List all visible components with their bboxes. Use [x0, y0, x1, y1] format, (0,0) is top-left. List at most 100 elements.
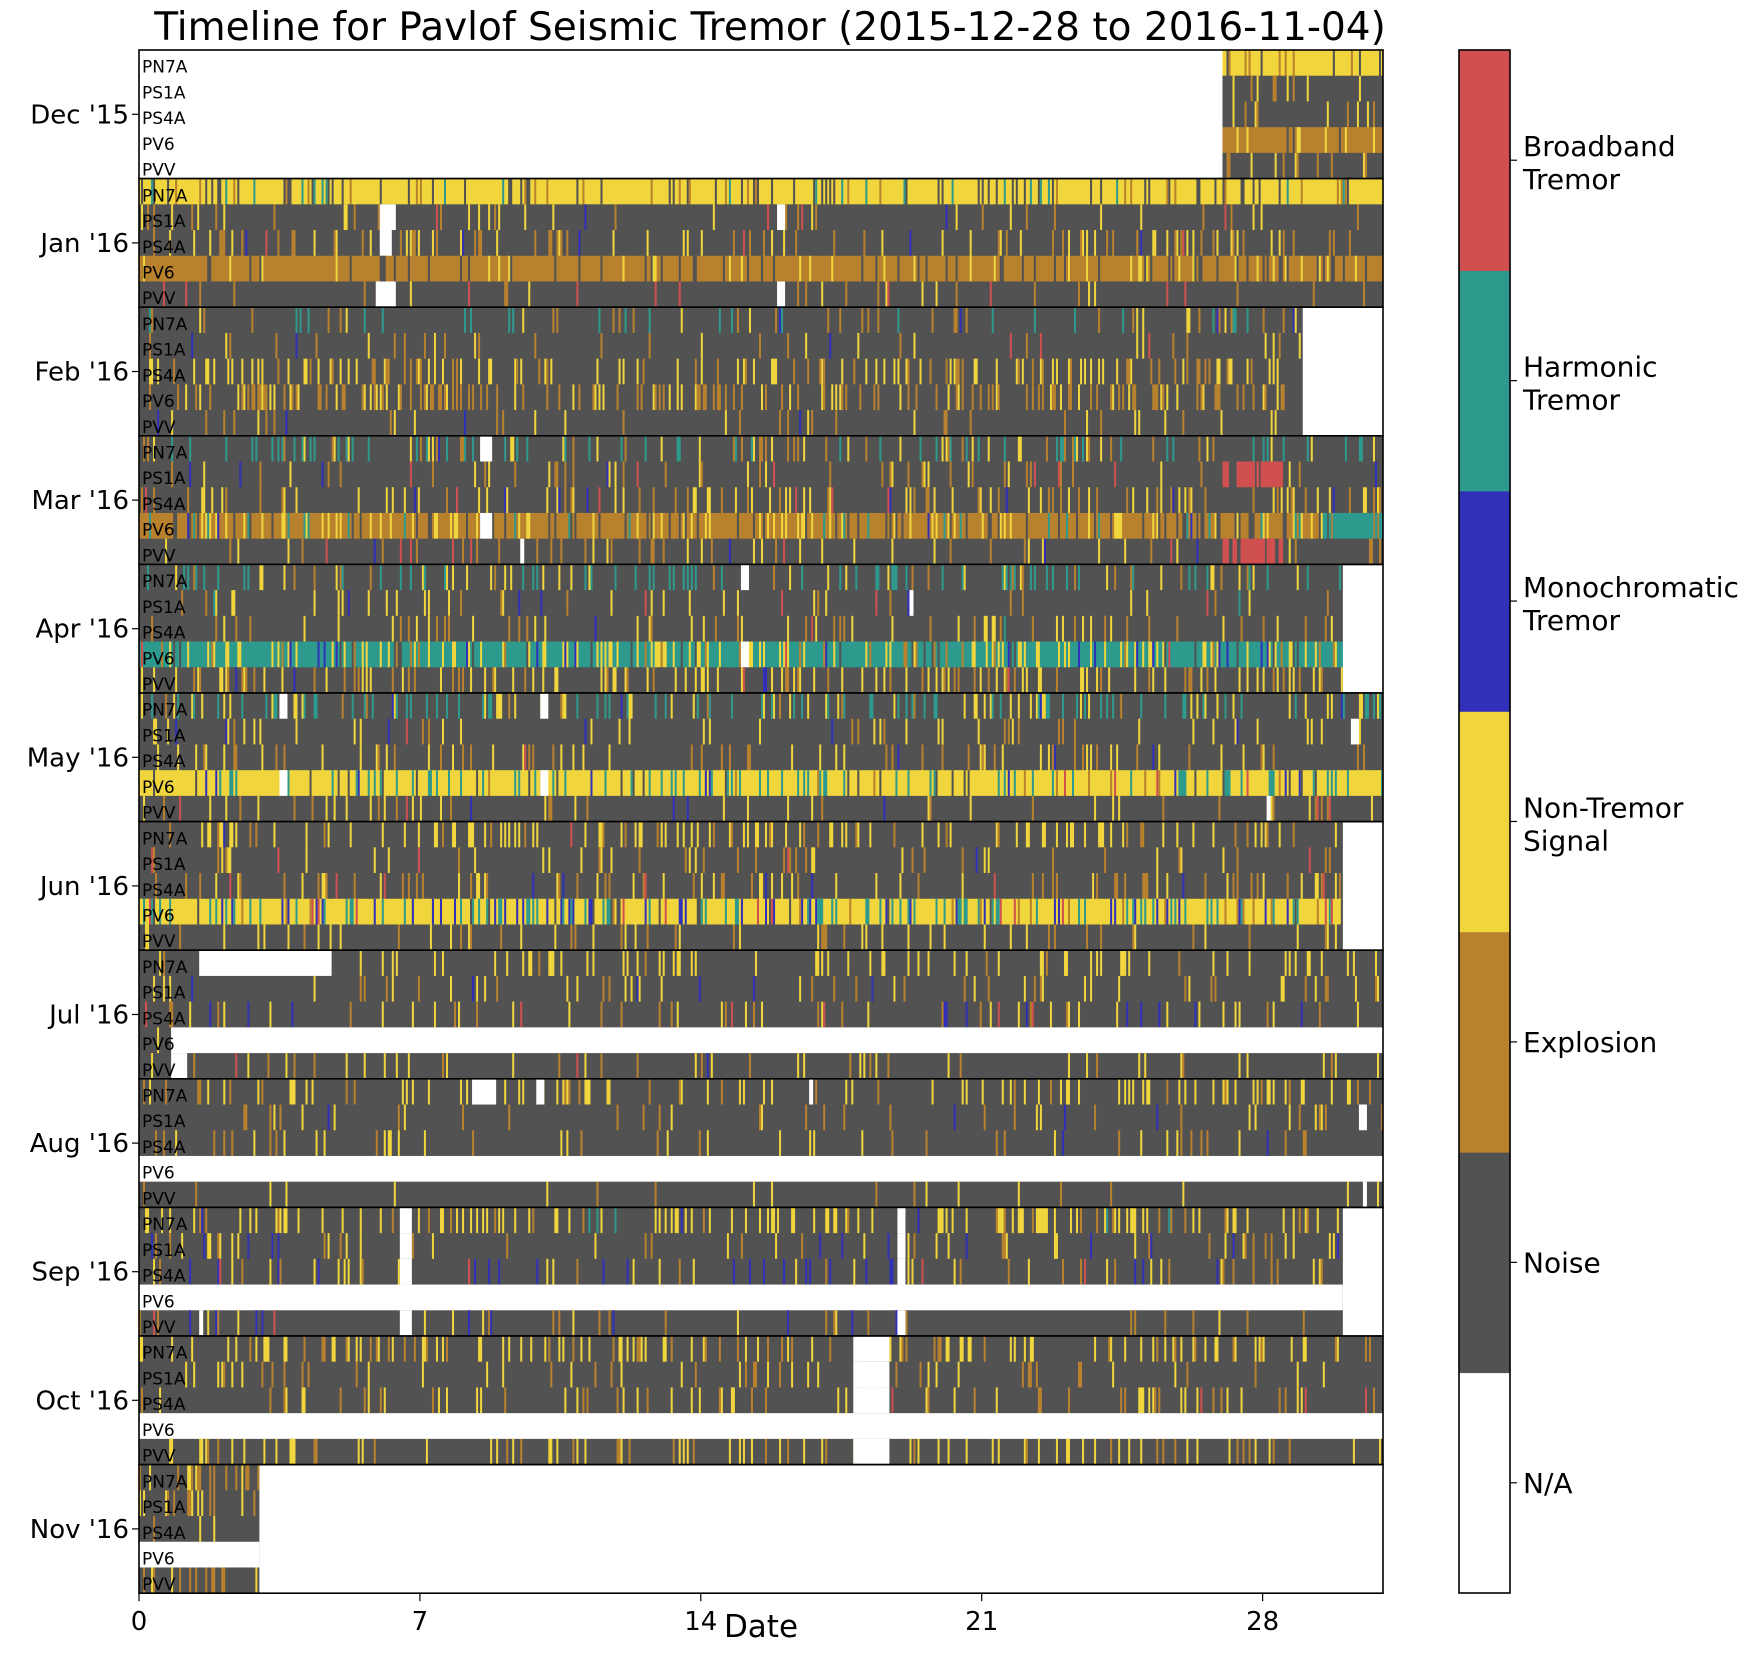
- classification-segment: [373, 1438, 376, 1466]
- classification-segment: [624, 512, 627, 540]
- classification-segment: [829, 461, 832, 488]
- classification-segment: [163, 281, 166, 308]
- classification-segment: [141, 178, 144, 205]
- station-row: [139, 1490, 260, 1517]
- classification-segment: [1246, 641, 1249, 668]
- classification-segment: [1236, 512, 1239, 540]
- classification-segment: [233, 744, 238, 771]
- month-label: Oct '16: [36, 1386, 129, 1416]
- classification-segment: [237, 1233, 240, 1260]
- classification-segment: [558, 487, 561, 514]
- classification-segment: [773, 564, 776, 591]
- classification-segment: [1148, 178, 1151, 205]
- classification-segment: [462, 1104, 465, 1131]
- classification-segment: [1380, 770, 1383, 797]
- classification-segment: [756, 898, 759, 925]
- classification-segment: [1242, 898, 1245, 925]
- classification-segment: [253, 178, 256, 205]
- tremor-burst-segment: [1246, 461, 1249, 488]
- classification-segment: [1270, 410, 1273, 437]
- classification-segment: [1278, 770, 1281, 797]
- classification-segment: [995, 178, 998, 205]
- classification-segment: [1238, 564, 1241, 591]
- classification-segment: [301, 1361, 304, 1388]
- classification-segment: [779, 1130, 782, 1157]
- classification-segment: [831, 384, 834, 411]
- classification-segment: [439, 667, 442, 694]
- classification-segment: [427, 718, 430, 745]
- classification-segment: [1031, 1001, 1034, 1028]
- classification-segment: [1160, 564, 1163, 591]
- classification-segment: [488, 461, 491, 488]
- classification-segment: [654, 641, 661, 668]
- classification-segment: [616, 641, 619, 668]
- classification-segment: [339, 307, 342, 334]
- classification-segment: [981, 178, 984, 205]
- classification-segment: [716, 358, 719, 385]
- classification-segment: [787, 641, 790, 668]
- classification-segment: [1292, 75, 1295, 102]
- station-row: [139, 204, 1383, 231]
- classification-segment: [317, 384, 322, 411]
- classification-segment: [1272, 255, 1275, 282]
- classification-segment: [750, 435, 753, 463]
- classification-segment: [648, 332, 651, 360]
- classification-segment: [261, 1361, 264, 1388]
- classification-segment: [413, 410, 416, 437]
- classification-segment: [387, 1336, 390, 1363]
- classification-segment: [1206, 770, 1209, 797]
- classification-segment: [1214, 512, 1217, 540]
- classification-segment: [399, 564, 402, 591]
- classification-segment: [1031, 873, 1034, 900]
- classification-segment: [666, 1130, 669, 1157]
- classification-segment: [301, 693, 304, 720]
- classification-segment: [456, 1207, 459, 1234]
- classification-segment: [1011, 564, 1014, 591]
- classification-segment: [1298, 770, 1301, 797]
- classification-segment: [833, 178, 836, 205]
- classification-segment: [997, 1001, 1000, 1028]
- classification-segment: [291, 230, 296, 257]
- classification-segment: [433, 358, 436, 385]
- classification-segment: [239, 795, 242, 823]
- classification-segment: [765, 435, 768, 463]
- classification-segment: [1156, 770, 1159, 797]
- classification-segment: [734, 487, 737, 514]
- classification-segment: [793, 667, 796, 694]
- missing-data-gap: [853, 1387, 890, 1414]
- classification-segment: [313, 564, 316, 591]
- classification-segment: [1348, 487, 1351, 514]
- classification-segment: [498, 538, 501, 565]
- classification-segment: [624, 821, 627, 848]
- classification-segment: [199, 873, 202, 900]
- classification-segment: [771, 1181, 774, 1208]
- row-background: [139, 1310, 1343, 1337]
- classification-segment: [478, 898, 481, 925]
- classification-segment: [1252, 384, 1255, 411]
- classification-segment: [943, 512, 946, 540]
- classification-segment: [201, 512, 204, 540]
- classification-segment: [917, 1438, 920, 1466]
- classification-segment: [580, 1336, 583, 1363]
- station-row: [1222, 101, 1383, 128]
- classification-segment: [560, 538, 563, 565]
- colorbar-label-line: Tremor: [1522, 604, 1621, 637]
- classification-segment: [660, 770, 663, 797]
- classification-segment: [1336, 1336, 1339, 1363]
- classification-segment: [1312, 667, 1315, 694]
- classification-segment: [1025, 1438, 1028, 1466]
- classification-segment: [1124, 538, 1127, 565]
- classification-segment: [1286, 75, 1289, 102]
- classification-segment: [674, 1207, 679, 1234]
- classification-segment: [1346, 178, 1349, 205]
- classification-segment: [997, 770, 1000, 797]
- classification-segment: [1336, 1207, 1339, 1234]
- classification-segment: [562, 1336, 565, 1363]
- classification-segment: [1074, 615, 1077, 643]
- classification-segment: [576, 873, 579, 900]
- classification-segment: [1003, 667, 1006, 694]
- classification-segment: [616, 1438, 621, 1466]
- classification-segment: [1336, 178, 1339, 205]
- classification-segment: [1053, 204, 1056, 231]
- classification-segment: [1174, 358, 1177, 385]
